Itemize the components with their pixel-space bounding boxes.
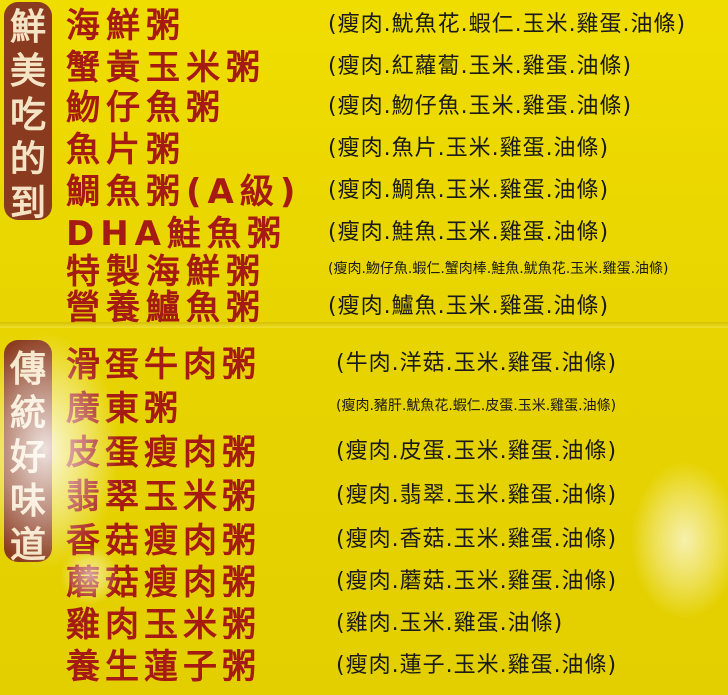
tag-char: 好 — [9, 437, 46, 478]
menu-item: 雞肉玉米粥 (雞肉.玉米.雞蛋.油條) — [66, 600, 728, 645]
menu-item: 蟹黃玉米粥 (瘦肉.紅蘿蔔.玉米.雞蛋.油條) — [66, 44, 728, 88]
item-name: 蟹黃玉米粥 — [66, 47, 266, 88]
tag-char: 到 — [9, 183, 46, 224]
item-name: 滑蛋牛肉粥 — [66, 344, 261, 385]
menu-item: 皮蛋瘦肉粥 (瘦肉.皮蛋.玉米.雞蛋.油條) — [66, 428, 728, 473]
item-ingredients: (瘦肉.蘑菇.玉米.雞蛋.油條) — [336, 569, 618, 594]
tag-char: 吃 — [9, 95, 46, 136]
item-name: 魩仔魚粥 — [66, 87, 226, 128]
tag-char: 道 — [9, 525, 46, 566]
item-ingredients: (瘦肉.魷魚花.蝦仁.玉米.雞蛋.油條) — [328, 12, 687, 37]
item-ingredients: (瘦肉.魩仔魚.玉米.雞蛋.油條) — [328, 94, 633, 119]
item-ingredients: (瘦肉.魩仔魚.蝦仁.蟹肉棒.鮭魚.魷魚花.玉米.雞蛋.油條) — [328, 261, 669, 277]
item-name: 雞肉玉米粥 — [66, 604, 261, 645]
item-ingredients: (瘦肉.豬肝.魷魚花.蝦仁.皮蛋.玉米.雞蛋.油條) — [336, 398, 617, 414]
item-ingredients: (瘦肉.魚片.玉米.雞蛋.油條) — [328, 136, 610, 161]
menu-item: 海鮮粥 (瘦肉.魷魚花.蝦仁.玉米.雞蛋.油條) — [66, 2, 728, 46]
item-ingredients: (瘦肉.皮蛋.玉米.雞蛋.油條) — [336, 439, 618, 464]
menu-item: 廣東粥 (瘦肉.豬肝.魷魚花.蝦仁.皮蛋.玉米.雞蛋.油條) — [66, 384, 728, 429]
item-name: 皮蛋瘦肉粥 — [66, 432, 261, 473]
tag-char: 味 — [9, 481, 46, 522]
menu-item: 魩仔魚粥 (瘦肉.魩仔魚.玉米.雞蛋.油條) — [66, 84, 728, 128]
item-name: 營養鱸魚粥 — [66, 287, 266, 328]
item-name: 翡翠玉米粥 — [66, 476, 261, 517]
item-ingredients: (瘦肉.蓮子.玉米.雞蛋.油條) — [336, 653, 618, 678]
item-ingredients: (瘦肉.鮭魚.玉米.雞蛋.油條) — [328, 220, 610, 245]
item-name: 養生蓮子粥 — [66, 646, 261, 687]
menu-item: 營養鱸魚粥 (瘦肉.鱸魚.玉米.雞蛋.油條) — [66, 284, 728, 328]
menu-item: 滑蛋牛肉粥 (牛肉.洋菇.玉米.雞蛋.油條) — [66, 340, 728, 385]
item-ingredients: (瘦肉.香菇.玉米.雞蛋.油條) — [336, 527, 618, 552]
menu-item: 翡翠玉米粥 (瘦肉.翡翠.玉米.雞蛋.油條) — [66, 472, 728, 517]
menu-item: 魚片粥 (瘦肉.魚片.玉米.雞蛋.油條) — [66, 126, 728, 170]
item-name: 鯛魚粥(A級) — [66, 171, 302, 212]
item-ingredients: (瘦肉.紅蘿蔔.玉米.雞蛋.油條) — [328, 54, 633, 79]
item-name: 特製海鮮粥 — [66, 251, 266, 292]
section-seafood: 鮮 美 吃 的 到 海鮮粥 (瘦肉.魷魚花.蝦仁.玉米.雞蛋.油條) 蟹黃玉米粥… — [0, 0, 728, 330]
tag-char: 傳 — [9, 349, 46, 390]
item-name: 魚片粥 — [66, 129, 186, 170]
item-ingredients: (牛肉.洋菇.玉米.雞蛋.油條) — [336, 351, 618, 376]
section-tag-seafood: 鮮 美 吃 的 到 — [4, 2, 52, 224]
item-ingredients: (瘦肉.鯛魚.玉米.雞蛋.油條) — [328, 178, 610, 203]
menu-item: 蘑菇瘦肉粥 (瘦肉.蘑菇.玉米.雞蛋.油條) — [66, 558, 728, 603]
section-divider — [0, 322, 728, 328]
item-ingredients: (瘦肉.翡翠.玉米.雞蛋.油條) — [336, 483, 618, 508]
tag-char: 統 — [9, 393, 46, 434]
tag-char: 鮮 — [9, 7, 46, 48]
item-name: DHA鮭魚粥 — [66, 213, 287, 254]
menu-item: 特製海鮮粥 (瘦肉.魩仔魚.蝦仁.蟹肉棒.鮭魚.魷魚花.玉米.雞蛋.油條) — [66, 248, 728, 292]
menu-item: DHA鮭魚粥 (瘦肉.鮭魚.玉米.雞蛋.油條) — [66, 210, 728, 254]
menu-item: 鯛魚粥(A級) (瘦肉.鯛魚.玉米.雞蛋.油條) — [66, 168, 728, 212]
item-ingredients: (雞肉.玉米.雞蛋.油條) — [336, 611, 564, 636]
section-tag-traditional: 傳 統 好 味 道 — [4, 340, 52, 566]
menu-item: 香菇瘦肉粥 (瘦肉.香菇.玉米.雞蛋.油條) — [66, 516, 728, 561]
item-name: 海鮮粥 — [66, 5, 186, 46]
item-name: 廣東粥 — [66, 388, 183, 429]
menu-item: 養生蓮子粥 (瘦肉.蓮子.玉米.雞蛋.油條) — [66, 642, 728, 687]
tag-char: 的 — [9, 139, 46, 180]
section-traditional: 傳 統 好 味 道 滑蛋牛肉粥 (牛肉.洋菇.玉米.雞蛋.油條) 廣東粥 (瘦肉… — [0, 330, 728, 695]
tag-char: 美 — [9, 51, 46, 92]
item-ingredients: (瘦肉.鱸魚.玉米.雞蛋.油條) — [328, 294, 610, 319]
